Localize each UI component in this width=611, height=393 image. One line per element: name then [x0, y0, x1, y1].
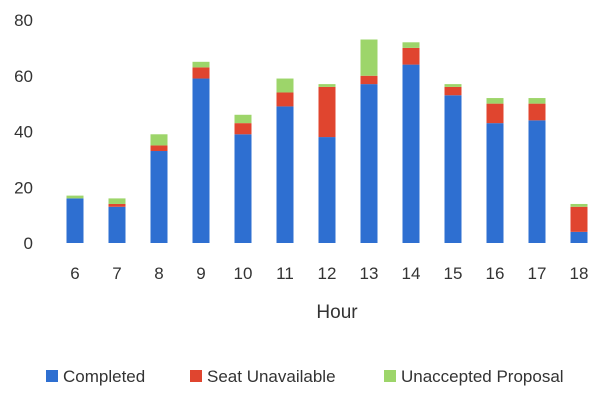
bar-segment — [444, 86, 462, 96]
legend-label: Seat Unavailable — [207, 367, 336, 386]
legend-label: Unaccepted Proposal — [401, 367, 564, 386]
y-tick-label: 20 — [14, 178, 33, 197]
x-tick-label: 17 — [528, 264, 547, 283]
x-tick-label: 15 — [444, 264, 463, 283]
bar-segment — [192, 61, 210, 68]
bar-segment — [318, 84, 336, 87]
bar-segment — [108, 206, 126, 243]
legend: Completed Seat Unavailable Unaccepted Prop… — [46, 367, 564, 386]
bar-segment — [276, 92, 294, 107]
bar-segment — [192, 78, 210, 243]
legend-swatch — [46, 370, 58, 382]
bar-segment — [444, 95, 462, 243]
x-tick-label: 11 — [276, 264, 294, 283]
x-tick-label: 13 — [360, 264, 379, 283]
bar-segment — [108, 198, 126, 204]
bar-segment — [570, 206, 588, 232]
bar-segment — [150, 151, 168, 243]
bar-stacks — [66, 39, 588, 243]
y-tick-label: 60 — [14, 67, 33, 86]
y-tick-label: 40 — [14, 123, 33, 142]
bar-segment — [276, 78, 294, 93]
bar-segment — [486, 123, 504, 243]
bar-segment — [108, 203, 126, 207]
bar-segment — [486, 98, 504, 104]
bar-segment — [570, 231, 588, 243]
y-tick-label: 0 — [24, 234, 33, 253]
bar-segment — [444, 84, 462, 87]
bar-segment — [276, 106, 294, 243]
x-axis-title: Hour — [316, 302, 358, 323]
bar-segment — [528, 120, 546, 243]
bar-segment — [234, 134, 252, 243]
x-tick-label: 12 — [318, 264, 337, 283]
legend-swatch — [384, 370, 396, 382]
bar-segment — [360, 84, 378, 243]
bar-segment — [318, 86, 336, 138]
x-tick-label: 7 — [112, 264, 121, 283]
bar-segment — [528, 103, 546, 121]
bar-segment — [360, 39, 378, 76]
bar-segment — [150, 145, 168, 152]
x-tick-label: 14 — [402, 264, 421, 283]
x-tick-label: 10 — [234, 264, 253, 283]
bar-segment — [318, 137, 336, 243]
bar-segment — [402, 64, 420, 243]
bar-segment — [234, 123, 252, 135]
legend-label: Completed — [63, 367, 145, 386]
x-tick-label: 6 — [70, 264, 79, 283]
x-axis-ticks: 6 7 8 9 10 11 12 13 14 15 16 17 18 — [70, 264, 588, 283]
bar-segment — [150, 134, 168, 146]
bar-segment — [528, 98, 546, 104]
bar-segment — [570, 203, 588, 207]
legend-swatch — [190, 370, 202, 382]
y-tick-label: 80 — [14, 11, 33, 30]
bar-segment — [360, 75, 378, 85]
x-tick-label: 9 — [196, 264, 205, 283]
x-tick-label: 18 — [570, 264, 589, 283]
x-tick-label: 8 — [154, 264, 163, 283]
bar-segment — [234, 114, 252, 124]
bar-segment — [192, 67, 210, 79]
y-axis-ticks: 0 20 40 60 80 — [14, 11, 33, 253]
bar-segment — [66, 195, 84, 199]
bar-segment — [402, 47, 420, 65]
bar-segment — [486, 103, 504, 124]
x-tick-label: 16 — [486, 264, 505, 283]
bar-segment — [66, 198, 84, 243]
bar-segment — [402, 42, 420, 48]
